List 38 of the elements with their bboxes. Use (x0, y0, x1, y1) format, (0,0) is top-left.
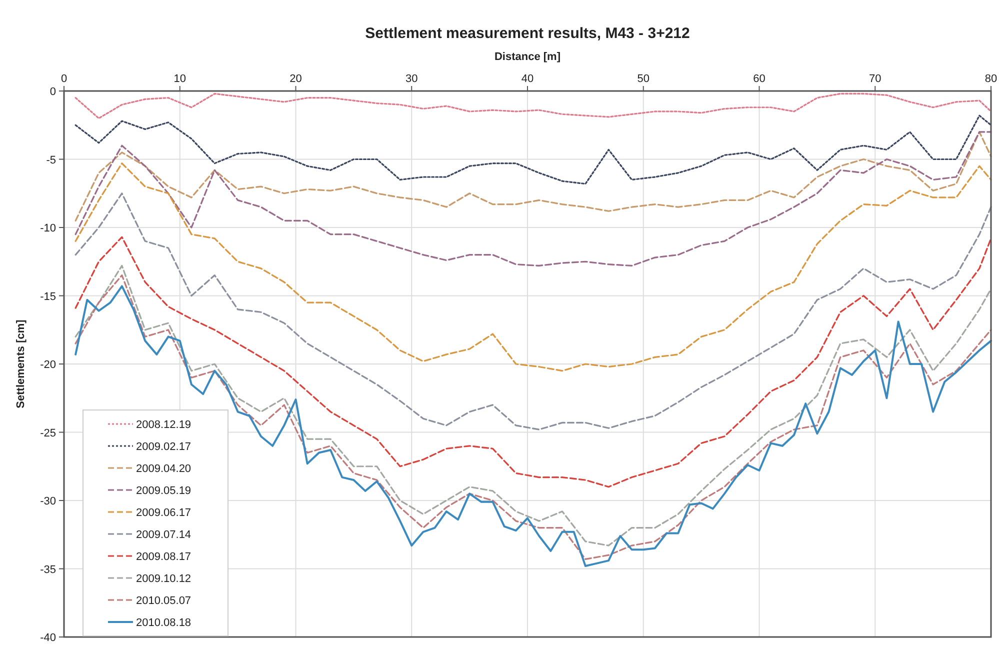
y-axis-title: Settlements [cm] (15, 319, 27, 408)
legend-label: 2009.02.17 (136, 441, 192, 453)
line-series (74, 131, 992, 267)
legend-label: 2009.05.19 (136, 485, 192, 497)
line-series (74, 236, 992, 488)
y-tick-label: 0 (50, 86, 56, 98)
y-tick-label: -20 (40, 359, 56, 371)
legend-label: 2009.07.14 (136, 529, 192, 541)
legend-label: 2009.04.20 (136, 463, 192, 475)
legend-label: 2010.05.07 (136, 595, 192, 607)
line-series (74, 162, 992, 372)
line-series (74, 114, 992, 185)
x-tick-label: 70 (869, 73, 882, 85)
y-tick-label: -35 (40, 564, 56, 576)
x-tick-label: 20 (290, 73, 302, 85)
line-series (74, 192, 992, 430)
x-tick-label: 40 (521, 73, 534, 85)
x-tick-label: 0 (60, 73, 68, 85)
y-tick-label: -40 (40, 632, 56, 644)
line-series (74, 92, 992, 120)
line-series (74, 131, 992, 222)
chart-title: Settlement measurement results, M43 - 3+212 (365, 25, 690, 42)
y-tick-label: -15 (40, 290, 56, 303)
legend-label: 2009.06.17 (136, 507, 192, 519)
x-tick-label: 50 (637, 73, 650, 85)
y-tick-label: -10 (40, 222, 56, 234)
legend-label: 2008.12.19 (136, 419, 192, 431)
legend-label: 2010.08.18 (136, 617, 192, 629)
x-axis-title: Distance [m] (494, 51, 561, 63)
x-tick-label: 80 (984, 73, 998, 85)
legend-label: 2009.10.12 (136, 573, 192, 585)
legend-label: 2009.08.17 (136, 551, 192, 563)
x-tick-label: 10 (174, 73, 186, 85)
x-tick-label: 60 (753, 73, 766, 85)
y-tick-label: -5 (46, 154, 56, 166)
y-tick-label: -30 (40, 496, 56, 508)
x-tick-label: 30 (406, 73, 418, 85)
y-tick-label: -25 (40, 427, 56, 440)
